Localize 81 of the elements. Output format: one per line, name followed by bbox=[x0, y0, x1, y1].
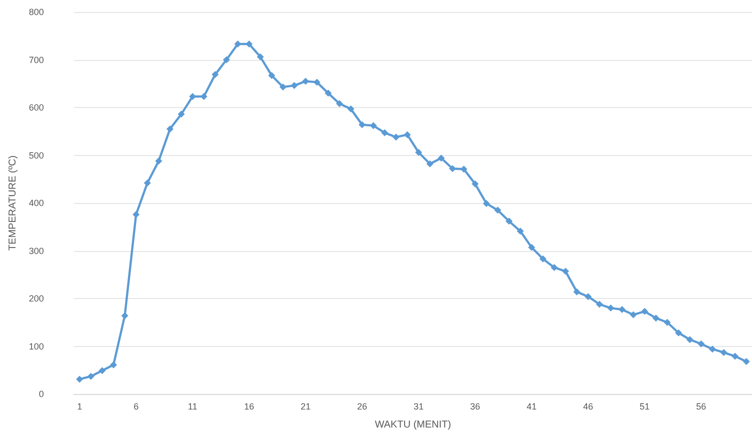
x-tick-label: 56 bbox=[696, 402, 706, 412]
point bbox=[110, 361, 117, 368]
point bbox=[279, 83, 286, 90]
point bbox=[742, 358, 750, 366]
point bbox=[121, 312, 128, 320]
point bbox=[472, 180, 479, 188]
point bbox=[166, 125, 174, 132]
point bbox=[686, 336, 694, 344]
point bbox=[98, 367, 106, 374]
point bbox=[313, 78, 320, 86]
y-tick-label: 400 bbox=[28, 198, 44, 208]
point bbox=[222, 56, 230, 64]
point bbox=[358, 121, 366, 128]
point bbox=[370, 122, 377, 130]
point bbox=[324, 90, 332, 97]
point bbox=[438, 154, 445, 162]
x-axis-title: WAKTU (MENIT) bbox=[374, 420, 452, 430]
y-tick-label: 200 bbox=[28, 294, 44, 304]
point bbox=[426, 160, 434, 168]
point bbox=[212, 71, 219, 78]
point bbox=[562, 268, 570, 275]
x-tick-label: 41 bbox=[526, 402, 537, 412]
point bbox=[584, 293, 592, 300]
point bbox=[132, 210, 140, 218]
point bbox=[494, 206, 502, 214]
point bbox=[596, 300, 603, 308]
point bbox=[539, 255, 546, 262]
point bbox=[506, 218, 513, 225]
point bbox=[234, 40, 242, 48]
point bbox=[482, 200, 490, 207]
x-tick-label: 31 bbox=[414, 402, 424, 412]
point bbox=[516, 228, 524, 235]
point bbox=[652, 314, 660, 322]
point bbox=[720, 348, 728, 356]
point bbox=[290, 82, 298, 90]
y-tick-label: 300 bbox=[28, 246, 44, 256]
y-tick-label: 100 bbox=[28, 341, 44, 352]
y-tick-label: 600 bbox=[28, 102, 44, 112]
point bbox=[698, 340, 705, 348]
point bbox=[630, 311, 637, 318]
point bbox=[732, 352, 739, 360]
point bbox=[76, 376, 84, 383]
x-tick-label: 1 bbox=[77, 402, 82, 412]
y-tick-label: 500 bbox=[28, 150, 44, 160]
point bbox=[607, 304, 614, 312]
y-tick-label: 700 bbox=[28, 54, 44, 65]
point bbox=[155, 157, 162, 164]
point bbox=[664, 318, 671, 326]
x-tick-label: 21 bbox=[300, 402, 311, 412]
x-tick-label: 51 bbox=[640, 402, 650, 412]
y-tick-label: 0 bbox=[38, 389, 44, 399]
point bbox=[302, 78, 310, 85]
point bbox=[708, 346, 716, 353]
point bbox=[144, 179, 151, 186]
point bbox=[550, 264, 558, 271]
point bbox=[415, 148, 422, 156]
point bbox=[573, 288, 580, 296]
point bbox=[246, 40, 253, 48]
point bbox=[618, 306, 626, 313]
point bbox=[268, 72, 276, 80]
x-tick-label: 26 bbox=[357, 402, 368, 412]
point bbox=[460, 166, 468, 173]
x-tick-label: 6 bbox=[134, 402, 139, 412]
point bbox=[256, 53, 264, 60]
x-tick-label: 11 bbox=[188, 402, 198, 412]
point bbox=[449, 165, 456, 172]
point bbox=[381, 129, 388, 136]
point bbox=[87, 372, 94, 380]
point bbox=[641, 308, 648, 315]
x-tick-label: 46 bbox=[583, 402, 594, 412]
point bbox=[404, 131, 411, 138]
x-tick-label: 16 bbox=[244, 402, 254, 412]
point bbox=[528, 244, 536, 251]
point bbox=[392, 134, 400, 141]
point bbox=[347, 105, 354, 112]
point bbox=[336, 100, 343, 108]
y-tick-label: 800 bbox=[28, 7, 44, 17]
point bbox=[178, 110, 185, 118]
x-tick-label: 36 bbox=[470, 402, 480, 412]
y-axis-title: TEMPERATURE (ºC) bbox=[8, 155, 18, 251]
point bbox=[675, 329, 682, 336]
